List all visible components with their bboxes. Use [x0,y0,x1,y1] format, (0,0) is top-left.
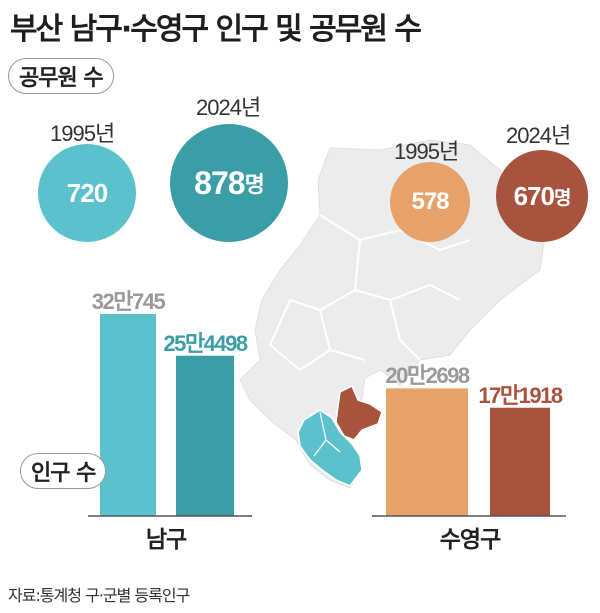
namgu-staff-year-1995: 1995년 [50,121,115,146]
namgu-pop-2024-bar [176,355,234,516]
staff-section-label: 공무원 수 [8,58,114,94]
namgu-staff-2024-circle: 878 명 [170,124,288,242]
suyeong-staff-1995-value: 578 [411,188,449,215]
source-note: 자료:통계청 구·군별 등록인구 [8,586,190,605]
population-section-label: 인구 수 [20,453,107,489]
namgu-pop-1995-label: 32만745 [91,289,166,314]
population-bars [100,314,550,516]
namgu-staff-1995-circle: 720 [38,144,136,242]
nam-gu-region [297,409,363,487]
namgu-pop-2024-label: 25만4498 [163,330,248,356]
nam-gu-inner-borders [313,411,341,457]
map-borders [268,214,471,372]
namgu-district-label: 남구 [145,527,187,553]
suyeong-staff-year-2024: 2024년 [506,123,571,148]
namgu-staff-year-2024: 2024년 [196,95,261,120]
suyeong-staff-2024-circle: 670 명 [496,150,588,242]
suyeong-gu-region [335,384,383,441]
namgu-pop-1995-bar [100,314,156,516]
namgu-staff-1995-value: 720 [66,177,108,208]
suyeong-pop-2024-bar [490,407,550,516]
suyeong-district-label: 수영구 [439,527,501,553]
suyeong-pop-1995-label: 20만2698 [385,363,470,389]
suyeong-staff-2024-unit: 명 [553,187,572,209]
namgu-staff-2024-unit: 명 [244,172,265,197]
suyeong-staff-year-1995: 1995년 [394,139,459,164]
namgu-staff-2024-value: 878 [194,164,245,201]
page-title: 부산 남구·수영구 인구 및 공무원 수 [10,12,422,47]
suyeong-pop-1995-bar [386,388,468,516]
suyeong-staff-2024-value: 670 [513,180,555,211]
suyeong-staff-1995-circle: 578 [390,162,470,242]
suyeong-pop-2024-label: 17만1918 [478,382,563,408]
